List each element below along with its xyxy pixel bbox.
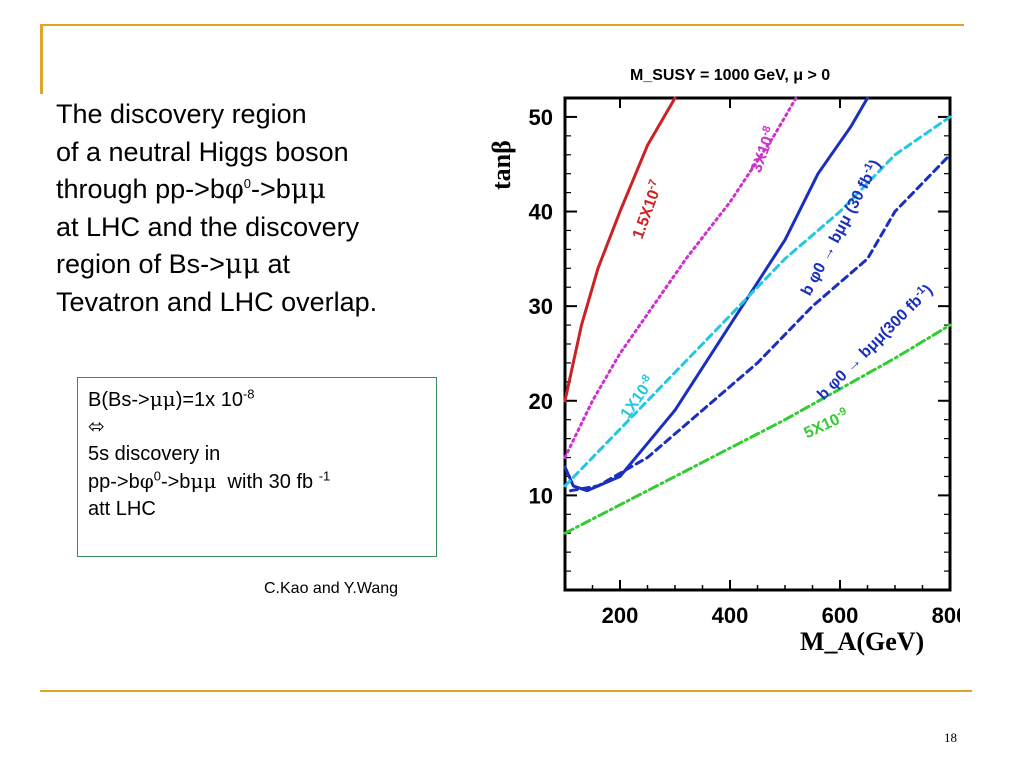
- x-axis-label: M_A(GeV): [800, 627, 924, 656]
- series-line: [563, 115, 952, 488]
- series-line: [563, 96, 798, 459]
- note-line: att LHC: [88, 498, 156, 520]
- x-tick-label: 600: [822, 603, 859, 628]
- series-label: 3X10-8: [746, 124, 780, 175]
- y-tick-label: 30: [529, 294, 553, 319]
- main-line: through pp->bφ0->bμμ: [56, 174, 326, 205]
- series-label: 5X10-9: [801, 405, 852, 442]
- series-label: 1.5X10-7: [628, 178, 667, 241]
- x-tick-label: 200: [602, 603, 639, 628]
- main-line: Tevatron and LHC overlap.: [56, 286, 378, 317]
- series-line: [563, 96, 677, 403]
- main-text: The discovery region of a neutral Higgs …: [56, 96, 377, 321]
- series-line: [563, 96, 869, 493]
- series-group: [563, 96, 952, 535]
- left-rule: [40, 24, 43, 94]
- credit: C.Kao and Y.Wang: [264, 580, 399, 597]
- series-line: [563, 323, 952, 535]
- y-tick-label: 10: [529, 483, 553, 508]
- series-line: [569, 153, 952, 493]
- main-line: region of Bs->μμ at: [56, 249, 290, 280]
- main-line: at LHC and the discovery: [56, 211, 360, 242]
- note-line: 5s discovery in: [88, 443, 221, 465]
- y-tick-label: 50: [529, 105, 553, 130]
- main-line: of a neutral Higgs boson: [56, 136, 349, 167]
- x-tick-label: 400: [712, 603, 749, 628]
- y-tick-label: 40: [529, 200, 553, 225]
- series-label: b φ0 → bμμ (30 fb-1): [797, 156, 885, 298]
- series-label: b φ0 → bμμ(300 fb-1): [813, 280, 936, 403]
- note-line: B(Bs->μμ)=1x 10-8: [88, 386, 255, 411]
- chart: M_SUSY = 1000 GeV, μ > 0 tanβ M_A(GeV) 2…: [487, 67, 960, 656]
- note-box: B(Bs->μμ)=1x 10-8 ⬄ 5s discovery in pp->…: [77, 377, 437, 557]
- x-tick-label: 800: [932, 603, 960, 628]
- y-axis-label: tanβ: [487, 140, 516, 190]
- top-rule: [40, 24, 964, 26]
- page-number: 18: [944, 730, 957, 745]
- main-line: The discovery region: [56, 99, 307, 129]
- note-line: ⬄: [88, 416, 105, 438]
- y-tick-label: 20: [529, 389, 553, 414]
- ticks: 200 400 600 800 10 20 30 40 50: [529, 97, 960, 628]
- chart-title: M_SUSY = 1000 GeV, μ > 0: [630, 67, 830, 84]
- bottom-rule: [40, 690, 972, 692]
- note-line: pp->bφ0->bμμ with 30 fb -1: [88, 468, 331, 493]
